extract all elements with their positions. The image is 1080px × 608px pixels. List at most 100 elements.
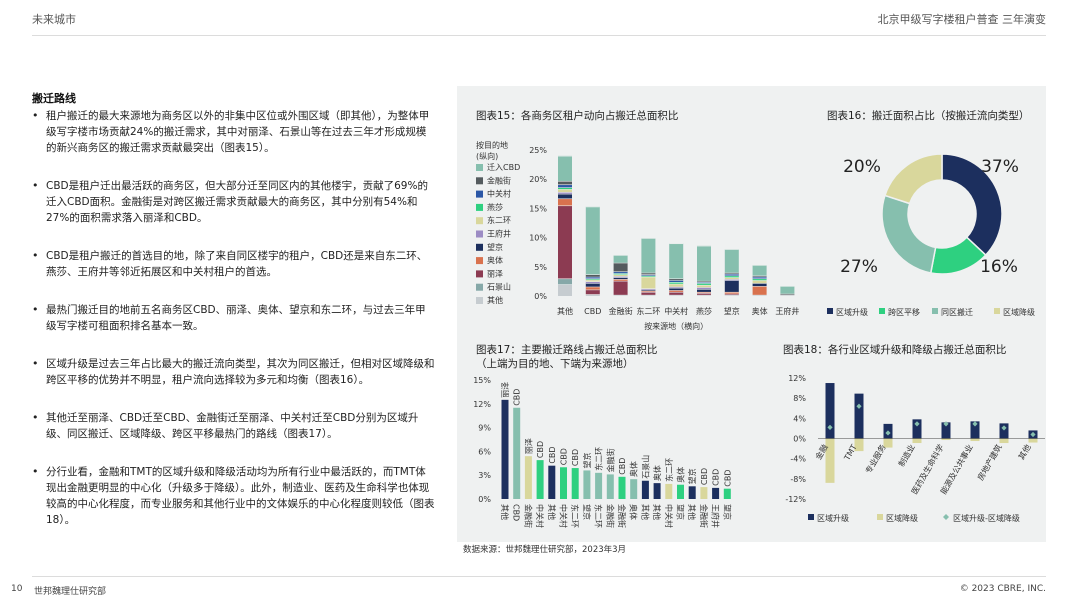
chart18-xtick: 制造业: [896, 443, 917, 469]
chart17-bar: [723, 488, 731, 499]
chart15-segment-separator: [669, 294, 684, 296]
chart15-segment-separator: [641, 291, 656, 293]
chart15-bar-segment: [585, 283, 600, 287]
chart15-segment-separator: [641, 290, 656, 292]
chart15-segment-separator: [697, 291, 711, 293]
chart15-bar-segment: [558, 155, 572, 181]
chart17-bottom-label: CBD: [512, 504, 521, 521]
chart15-bar-segment: [585, 279, 600, 282]
chart15-segment-separator: [585, 294, 600, 295]
chart15-ytick: 25%: [529, 146, 547, 155]
chart17-top-label: 东二环: [594, 447, 604, 471]
chart15-bar-segment: [752, 286, 767, 295]
chart16-legend-swatch: [994, 308, 1000, 314]
chart15-segment-separator: [613, 276, 628, 277]
chart16-slice: [941, 153, 1003, 257]
chart15-bar-segment: [558, 187, 572, 190]
chart15-bar-segment: [641, 276, 656, 289]
chart15-bar-segment: [558, 193, 572, 199]
chart15-segment-separator: [641, 272, 656, 274]
chart17-bar: [653, 483, 661, 499]
chart15-segment-separator: [613, 274, 628, 275]
bullet-item: CBD是租户搬迁的首选目的地，除了来自同区楼宇的租户，CBD还是来自东二环、燕莎…: [32, 248, 436, 280]
chart15-bar-segment: [585, 294, 600, 296]
chart17-top-label: 金融街: [605, 448, 615, 472]
chart18-net-marker: [943, 421, 949, 427]
chart17-bar: [712, 487, 720, 499]
bullet-item: 区域升级是过去三年占比最大的搬迁流向类型，其次为同区搬迁，但相对区域降级和跨区平…: [32, 356, 436, 388]
chart15-segment-separator: [752, 265, 767, 266]
chart15-legend-swatch: [476, 177, 483, 185]
chart17-bottom-label: 望京: [582, 504, 592, 520]
chart15-xtick: 东二环: [636, 306, 660, 316]
chart15-segment-separator: [641, 238, 656, 239]
chart18-legend-swatch: [877, 514, 883, 520]
chart15-segment-separator: [613, 262, 628, 264]
chart18-bar-downgrade: [941, 438, 951, 441]
chart16-slice: [883, 153, 943, 205]
chart16-value-label: 20%: [843, 157, 881, 177]
chart15-segment-separator: [585, 289, 600, 291]
chart15-legend-swatch: [476, 270, 483, 278]
chart17-top-label: CBD: [712, 469, 721, 486]
footer-org: 世邦魏理仕研究部: [34, 587, 107, 597]
chart15-segment-separator: [585, 281, 600, 282]
chart15-segment-separator: [641, 288, 656, 290]
chart17-bar: [524, 456, 532, 499]
chart15-segment-separator: [558, 155, 572, 157]
chart17-top-label: CBD: [548, 446, 557, 463]
chart15-bar-segment: [669, 287, 684, 291]
chart15-segment-separator: [697, 283, 711, 284]
chart15-segment-separator: [669, 283, 684, 285]
chart18-ytick: -8%: [790, 475, 806, 484]
chart17-bottom-label: 其他: [547, 504, 557, 520]
chart18-legend-label: 区域升级-区域降级: [953, 513, 1020, 523]
chart18-bar-downgrade: [912, 438, 922, 444]
chart15-bar-segment: [697, 284, 711, 288]
chart15-segment-separator: [752, 280, 767, 281]
chart17-bar: [501, 399, 509, 499]
chart15-bar-segment: [724, 277, 739, 280]
chart15-bar-segment: [752, 280, 767, 284]
chart15-bar-segment: [558, 184, 572, 188]
chart15-segment-separator: [697, 280, 711, 282]
chart17-top-label: 奥体: [629, 461, 639, 477]
chart15-xtick: CBD: [584, 307, 601, 316]
chart15-segment-separator: [585, 206, 600, 208]
chart17-bottom-label: 其他: [652, 504, 662, 520]
chart15-segment-separator: [613, 280, 628, 282]
chart15-segment-separator: [613, 255, 628, 256]
chart15-segment-separator: [558, 184, 572, 186]
chart-panel: 图表15：各商务区租户动向占搬迁总面积比 图表16：搬迁面积占比（按搬迁流向类型…: [457, 86, 1046, 555]
chart15-xtick: 其他: [557, 306, 573, 316]
chart17-top-label: 奥体: [676, 467, 686, 483]
chart15-segment-separator: [669, 280, 684, 281]
chart16-legend-swatch: [827, 308, 833, 314]
chart15-bar-segment: [558, 198, 572, 206]
chart17-top-label: CBD: [571, 449, 580, 466]
chart15-segment-separator: [558, 198, 572, 200]
chart15-bar-segment: [724, 249, 739, 273]
header-right: 北京甲级写字楼租户普查 三年演变: [877, 13, 1047, 26]
chart18-bar-upgrade: [825, 383, 835, 439]
chart15-segment-separator: [780, 294, 795, 296]
chart15-segment-separator: [752, 294, 767, 296]
chart15-bar-segment: [752, 276, 767, 279]
chart15-segment-separator: [724, 291, 739, 293]
chart16-legend-swatch: [932, 308, 938, 314]
chart15-segment-separator: [585, 278, 600, 280]
chart15-segment-separator: [697, 288, 711, 290]
chart15-bar-segment: [558, 284, 572, 296]
chart17-bottom-label: 东二环: [594, 504, 604, 528]
chart15-bar-segment: [641, 291, 656, 295]
chart15-legend-label: 望京: [487, 242, 503, 252]
chart16-value-label: 37%: [981, 157, 1019, 177]
section-title: 搬迁路线: [32, 92, 76, 105]
chart18-legend-label: 区域升级: [817, 513, 849, 523]
footer-copyright: © 2023 CBRE, INC.: [959, 584, 1046, 594]
chart15-xtick: 金融街: [609, 306, 633, 316]
chart15-bar-segment: [613, 279, 628, 281]
chart17-bar: [688, 486, 696, 499]
chart18-bar-downgrade: [883, 438, 893, 448]
chart15-bar-segment: [669, 243, 684, 279]
